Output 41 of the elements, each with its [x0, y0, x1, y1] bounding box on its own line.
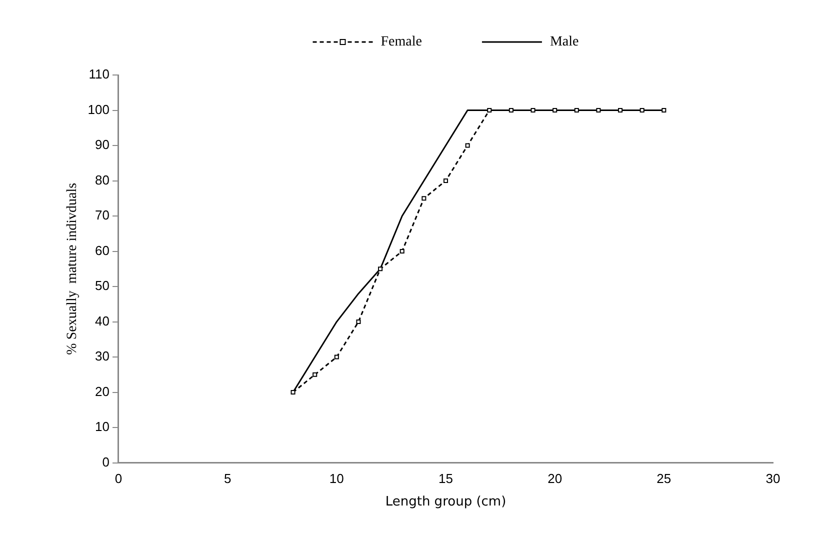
point — [290, 390, 296, 395]
y-tick-label: 70 — [95, 208, 110, 223]
y-tick-label: 100 — [88, 102, 110, 117]
x-tick-label: 5 — [224, 471, 232, 486]
point — [465, 143, 470, 148]
point — [312, 372, 318, 377]
y-tick-label: 110 — [88, 66, 110, 82]
y-tick-label: 50 — [95, 278, 110, 294]
x-tick-label: 20 — [548, 471, 562, 486]
point — [443, 178, 448, 184]
y-tick-label: 80 — [95, 172, 110, 188]
point — [552, 108, 558, 113]
point — [334, 354, 339, 360]
y-tick-label: 90 — [95, 137, 110, 152]
x-axis-title: Length group (cm) — [385, 494, 506, 510]
y-tick-label: 40 — [95, 313, 110, 328]
x-tick-label: 30 — [766, 471, 780, 486]
point — [487, 108, 492, 113]
legend-label: Male — [550, 34, 579, 50]
point — [400, 249, 404, 254]
y-tick-label: 30 — [95, 348, 110, 364]
point — [508, 108, 514, 113]
x-tick-label: 0 — [114, 471, 122, 486]
point — [640, 108, 644, 113]
point — [530, 108, 536, 113]
point — [356, 320, 361, 324]
legend-label: Female — [380, 34, 422, 50]
x-tick-label: 15 — [438, 471, 453, 486]
y-tick-label: 0 — [102, 454, 110, 470]
point — [596, 108, 601, 113]
y-tick-label: 60 — [95, 242, 110, 258]
y-axis-title: % Sexually mature indivduals — [65, 182, 80, 355]
y-tick-label: 20 — [95, 384, 110, 399]
point — [378, 266, 383, 272]
point — [574, 108, 579, 113]
point — [618, 108, 623, 113]
point — [662, 108, 666, 113]
x-tick-label: 25 — [656, 471, 672, 486]
x-tick-label: 10 — [329, 471, 344, 486]
y-tick-label: 10 — [95, 419, 110, 434]
point — [422, 196, 426, 201]
